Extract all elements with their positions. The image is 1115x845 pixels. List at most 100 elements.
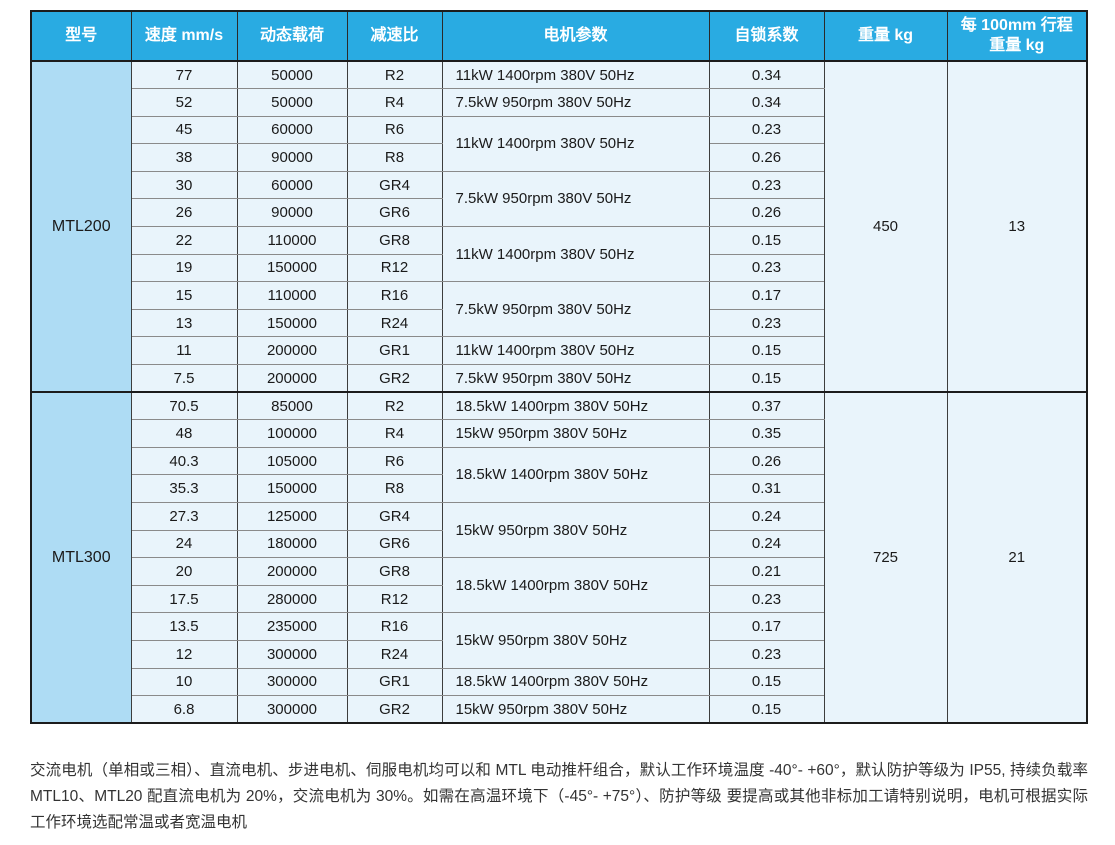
motor-params-cell: 15kW 950rpm 380V 50Hz xyxy=(441,419,710,448)
ratio-cell: R24 xyxy=(346,308,443,338)
load-cell: 150000 xyxy=(236,308,348,338)
ratio-cell: GR6 xyxy=(346,529,443,559)
self-lock-cell: 0.37 xyxy=(708,391,825,421)
self-lock-cell: 0.17 xyxy=(708,281,825,310)
load-cell: 85000 xyxy=(236,391,348,421)
self-lock-cell: 0.15 xyxy=(708,226,825,255)
footnote-text: 交流电机（单相或三相）、直流电机、步进电机、伺服电机均可以和 MTL 电动推杆组… xyxy=(30,761,1088,831)
speed-cell: 20 xyxy=(130,557,238,586)
self-lock-cell: 0.34 xyxy=(708,88,825,117)
column-header: 速度 mm/s xyxy=(130,10,238,62)
ratio-cell: GR1 xyxy=(346,336,443,366)
ratio-cell: GR2 xyxy=(346,364,443,393)
speed-cell: 7.5 xyxy=(130,364,238,393)
table-header: 型号 速度 mm/s 动态载荷 减速比 电机参数 自锁系数 重量 kg 每 100mm 行程 … xyxy=(30,10,1088,62)
table-row: 24 180000 GR6 0.24 xyxy=(31,529,1087,559)
motor-params-cell: 11kW 1400rpm 380V 50Hz xyxy=(441,226,710,283)
table-row: 52 50000 R4 7.5kW 950rpm 380V 50Hz 0.34 xyxy=(31,88,1087,117)
speed-cell: 13 xyxy=(130,308,238,338)
self-lock-cell: 0.15 xyxy=(708,695,825,724)
self-lock-cell: 0.26 xyxy=(708,198,825,228)
ratio-cell: GR4 xyxy=(346,170,443,200)
speed-cell: 10 xyxy=(130,667,238,697)
speed-cell: 40.3 xyxy=(130,446,238,476)
self-lock-cell: 0.24 xyxy=(708,529,825,559)
weight-per-100mm-cell: 13 xyxy=(946,59,1088,393)
speed-cell: 24 xyxy=(130,529,238,559)
table-row: 22 110000 GR8 11kW 1400rpm 380V 50Hz 0.15 xyxy=(31,226,1087,283)
ratio-cell: R4 xyxy=(346,88,443,117)
speed-cell: 26 xyxy=(130,198,238,228)
speed-cell: 52 xyxy=(130,88,238,117)
load-cell: 200000 xyxy=(236,336,348,366)
column-header: 减速比 xyxy=(346,10,443,62)
table-row: 30 60000 GR4 7.5kW 950rpm 380V 50Hz 0.23 xyxy=(31,170,1087,228)
load-cell: 150000 xyxy=(236,474,348,503)
load-cell: 100000 xyxy=(236,419,348,448)
ratio-cell: R6 xyxy=(346,115,443,145)
load-cell: 50000 xyxy=(236,88,348,117)
motor-params-cell: 7.5kW 950rpm 380V 50Hz xyxy=(441,88,710,117)
table-row: 45 60000 R6 11kW 1400rpm 380V 50Hz 0.23 xyxy=(31,115,1087,172)
table-body: MTL200 77 50000 R2 11kW 1400rpm 380V 50Hz 0.3… xyxy=(30,59,1088,724)
table-row: 35.3 150000 R8 0.31 xyxy=(31,474,1087,503)
ratio-cell: R4 xyxy=(346,419,443,448)
speed-cell: 77 xyxy=(130,60,238,90)
ratio-cell: GR6 xyxy=(346,198,443,228)
self-lock-cell: 0.15 xyxy=(708,364,825,393)
speed-cell: 6.8 xyxy=(130,695,238,724)
load-cell: 125000 xyxy=(236,502,348,531)
ratio-cell: R12 xyxy=(346,253,443,283)
speed-cell: 15 xyxy=(130,281,238,310)
motor-params-cell: 18.5kW 1400rpm 380V 50Hz xyxy=(441,667,710,697)
table-row: 27.3 125000 GR4 15kW 950rpm 380V 50Hz 0.24 xyxy=(31,501,1087,559)
speed-cell: 48 xyxy=(130,419,238,448)
ratio-cell: GR2 xyxy=(346,695,443,724)
motor-params-cell: 11kW 1400rpm 380V 50Hz xyxy=(441,115,710,172)
load-cell: 280000 xyxy=(236,584,348,614)
speed-cell: 38 xyxy=(130,143,238,172)
ratio-cell: R8 xyxy=(346,474,443,503)
load-cell: 300000 xyxy=(236,695,348,724)
motor-params-cell: 7.5kW 950rpm 380V 50Hz xyxy=(441,170,710,228)
load-cell: 60000 xyxy=(236,115,348,145)
table-row: 13 150000 R24 0.23 xyxy=(31,308,1087,338)
load-cell: 60000 xyxy=(236,170,348,200)
motor-params-cell: 7.5kW 950rpm 380V 50Hz xyxy=(441,364,710,393)
table-row: 15 110000 R16 7.5kW 950rpm 380V 50Hz 0.17 xyxy=(31,281,1087,338)
self-lock-cell: 0.23 xyxy=(708,253,825,283)
weight-cell: 450 xyxy=(823,59,948,393)
ratio-cell: R16 xyxy=(346,281,443,310)
motor-params-cell: 18.5kW 1400rpm 380V 50Hz xyxy=(441,391,710,421)
table-row: 26 90000 GR6 0.26 xyxy=(31,198,1087,228)
motor-params-cell: 7.5kW 950rpm 380V 50Hz xyxy=(441,281,710,338)
load-cell: 90000 xyxy=(236,143,348,172)
table-row: 6.8 300000 GR2 15kW 950rpm 380V 50Hz 0.15 xyxy=(31,695,1087,724)
load-cell: 300000 xyxy=(236,639,348,669)
speed-cell: 11 xyxy=(130,336,238,366)
motor-params-cell: 11kW 1400rpm 380V 50Hz xyxy=(441,336,710,366)
self-lock-cell: 0.34 xyxy=(708,60,825,90)
self-lock-cell: 0.26 xyxy=(708,143,825,172)
weight-per-100mm-cell: 21 xyxy=(946,391,1088,724)
self-lock-cell: 0.23 xyxy=(708,115,825,145)
ratio-cell: R6 xyxy=(346,446,443,476)
table-row: MTL300 70.5 85000 R2 18.5kW 1400rpm 380V 50H… xyxy=(30,391,1088,724)
table-row: 17.5 280000 R12 0.23 xyxy=(31,584,1087,614)
load-cell: 110000 xyxy=(236,281,348,310)
column-header: 电机参数 xyxy=(441,10,710,62)
self-lock-cell: 0.15 xyxy=(708,336,825,366)
motor-params-cell: 15kW 950rpm 380V 50Hz xyxy=(441,612,710,669)
ratio-cell: R2 xyxy=(346,60,443,90)
load-cell: 200000 xyxy=(236,364,348,393)
speed-cell: 30 xyxy=(130,170,238,200)
model-cell: MTL200 xyxy=(30,59,132,393)
speed-cell: 45 xyxy=(130,115,238,145)
load-cell: 50000 xyxy=(236,60,348,90)
speed-cell: 17.5 xyxy=(130,584,238,614)
load-cell: 110000 xyxy=(236,226,348,255)
table-row: 19 150000 R12 0.23 xyxy=(31,253,1087,283)
speed-cell: 27.3 xyxy=(130,502,238,531)
self-lock-cell: 0.24 xyxy=(708,502,825,531)
